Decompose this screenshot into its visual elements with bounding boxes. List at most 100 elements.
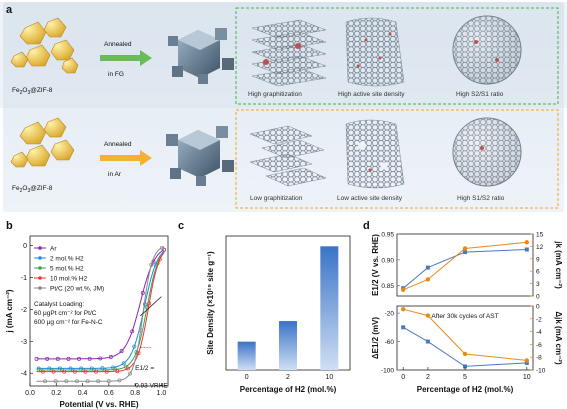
data-point (89, 366, 94, 371)
bottom-arrow-label-2: in Ar (108, 171, 122, 178)
bottom-point (463, 364, 467, 369)
top-right-tick-label: 3 (536, 281, 540, 288)
bottom-left-label: ΔE1/2 (mV) (371, 317, 380, 360)
bottom-carbon-sheet (345, 119, 405, 189)
bottom-caption-1: Low graphitization (250, 195, 303, 202)
data-point (40, 369, 45, 374)
data-point (140, 290, 145, 295)
y-tick-label: -4 (21, 371, 27, 378)
legend-entry: 10 mol.% H2 (50, 276, 88, 283)
top-left-label: E1/2 (V vs. RHE) (371, 234, 380, 296)
bottom-series-line (403, 308, 527, 361)
top-arrow-label-1: Annealed (104, 41, 132, 48)
top-precursor-crystals (10, 17, 79, 74)
x-axis-label: Percentage of H2 (mol.%) (417, 385, 514, 394)
legend-marker (38, 246, 42, 250)
data-point (34, 356, 39, 361)
x-tick-label: 0.8 (130, 390, 140, 397)
top-point (400, 287, 406, 292)
series-line (36, 251, 165, 371)
y-tick-label: 0 (23, 243, 27, 250)
x-axis-label: Percentage of H2 (mol.%) (240, 385, 337, 394)
data-point (70, 368, 75, 372)
panel-d-label: d (363, 220, 370, 232)
data-point (68, 366, 73, 371)
data-point (106, 379, 111, 384)
bottom-caption-2: Low active site density (337, 195, 403, 202)
top-point (524, 240, 530, 245)
x-tick-label: 10 (523, 374, 531, 381)
data-point (134, 350, 139, 355)
bottom-carbon-cube (166, 126, 234, 186)
top-carbon-sheet (345, 17, 405, 87)
plot-frame (29, 235, 169, 387)
data-point (81, 368, 86, 372)
data-point (91, 368, 96, 372)
data-point (53, 379, 58, 384)
bottom-left-tick-label: -60 (385, 339, 395, 346)
legend-entry: Pt/C (20 wt.%, JM) (50, 286, 104, 293)
bottom-site-circle (452, 117, 522, 187)
bottom-precursor-crystals (10, 117, 75, 168)
bottom-point (425, 339, 430, 344)
data-point (113, 367, 118, 372)
data-point (102, 367, 107, 372)
data-point (94, 369, 99, 374)
legend-marker (38, 286, 42, 290)
data-point (64, 379, 69, 384)
data-point (98, 356, 103, 361)
bottom-caption-3: High S1/S2 ratio (457, 195, 505, 202)
data-point (130, 329, 135, 334)
bottom-frame (396, 305, 534, 371)
data-point (104, 369, 109, 374)
top-caption-2: High active site density (338, 91, 405, 98)
data-point (157, 257, 162, 262)
panel-b-label: b (6, 220, 13, 232)
x-tick-label: 5 (463, 374, 467, 381)
x-tick-label: 0 (245, 374, 249, 381)
top-right-tick-label: 15 (536, 232, 544, 239)
y-tick-label: -2 (21, 307, 27, 314)
data-point (142, 302, 147, 307)
bottom-left-tick-label: -100 (381, 368, 394, 375)
e-half-marker (140, 296, 162, 317)
data-point (132, 344, 137, 349)
top-frame (396, 233, 534, 297)
x-axis-label: Potential (V vs. RHE) (59, 400, 138, 409)
loading-annotation: 60 μgPt cm⁻² for Pt/C (34, 310, 97, 317)
data-point (111, 365, 116, 370)
data-point (147, 301, 152, 306)
bottom-right-tick-label: -8 (536, 355, 542, 362)
top-precursor-label: Fe2O3@ZIF-8 (12, 87, 53, 96)
data-point (43, 379, 48, 384)
top-detail-box (235, 7, 559, 105)
top-series-line (402, 249, 527, 289)
legend-marker (38, 256, 42, 260)
bottom-graphite-layers (249, 125, 327, 187)
data-point (45, 356, 50, 361)
bottom-right-label: Δjk (mA cm⁻²) (554, 311, 563, 365)
top-right-tick-label: 0 (536, 294, 540, 301)
data-point (145, 305, 150, 310)
top-point (425, 265, 430, 270)
data-point (123, 364, 128, 369)
bar (320, 246, 339, 370)
data-point (138, 328, 143, 333)
bottom-right-tick-label: 0 (536, 304, 540, 311)
data-point (119, 349, 124, 354)
data-point (66, 356, 71, 361)
y-axis-label: j (mA cm⁻²) (5, 289, 14, 333)
data-point (121, 361, 126, 366)
bottom-anneal-arrow (100, 150, 152, 166)
top-left-tick-label: 0.95 (381, 232, 394, 239)
legend-marker (38, 276, 42, 280)
data-point (85, 379, 90, 384)
panel-a: Fe2O3@ZIF-8 Annealed in FG High grap (0, 2, 567, 212)
bottom-point (524, 358, 530, 363)
bar (279, 321, 297, 370)
y-axis-label: Site Density (×10¹⁹ site g⁻¹) (206, 251, 215, 355)
data-point (149, 262, 154, 267)
top-graphite-layers (251, 19, 327, 87)
data-point (87, 356, 92, 361)
top-point (462, 246, 468, 251)
